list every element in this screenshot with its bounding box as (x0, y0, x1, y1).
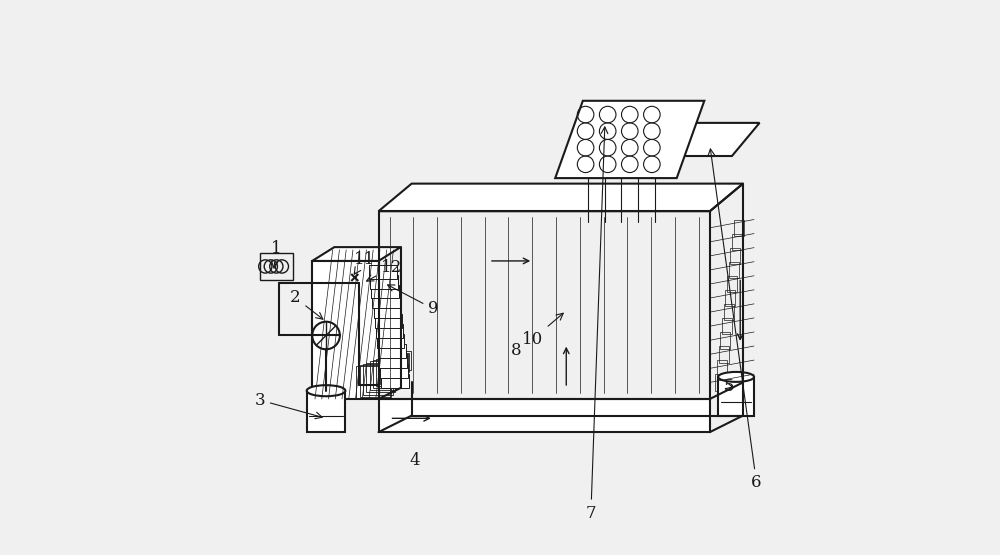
Bar (732, 234, 742, 250)
Bar (374, 305, 401, 319)
Bar (369, 265, 397, 279)
Bar (396, 352, 409, 372)
Text: 3: 3 (254, 391, 322, 418)
Bar (383, 357, 403, 381)
Bar (729, 262, 739, 278)
Bar (718, 377, 754, 416)
Polygon shape (379, 184, 743, 211)
Bar (370, 275, 398, 289)
Bar (377, 334, 404, 348)
Bar (370, 361, 396, 390)
Polygon shape (577, 123, 760, 156)
Bar (363, 364, 393, 395)
Bar (378, 344, 406, 358)
Bar (380, 364, 408, 378)
Bar (371, 285, 399, 299)
Bar (390, 355, 406, 377)
Bar (719, 346, 729, 362)
Bar (727, 276, 737, 292)
Text: 12: 12 (367, 259, 403, 281)
Bar (360, 365, 391, 397)
Bar (366, 362, 395, 392)
Bar (380, 358, 401, 384)
Text: 7: 7 (586, 127, 608, 522)
Ellipse shape (307, 385, 345, 396)
Bar (379, 354, 407, 368)
Bar (375, 315, 402, 329)
Ellipse shape (718, 372, 754, 382)
Bar (356, 366, 390, 399)
Bar (734, 220, 744, 236)
Bar (386, 356, 404, 379)
Text: 6: 6 (708, 149, 762, 491)
Bar (372, 295, 400, 309)
Bar (312, 261, 379, 399)
Text: 9: 9 (388, 285, 439, 317)
Bar (373, 360, 398, 388)
Polygon shape (312, 247, 401, 261)
Bar (720, 332, 730, 349)
Polygon shape (555, 101, 704, 178)
Text: 11: 11 (354, 251, 375, 274)
Text: 4: 4 (409, 452, 420, 470)
Bar (307, 391, 345, 432)
Bar (725, 290, 735, 306)
Bar (393, 354, 408, 375)
Bar (381, 374, 409, 388)
Bar (724, 304, 734, 320)
Text: 10: 10 (522, 313, 563, 348)
Bar (399, 351, 411, 370)
Bar (715, 374, 725, 391)
Bar (717, 360, 727, 377)
Text: 1: 1 (271, 240, 281, 268)
Text: 2: 2 (290, 289, 323, 319)
Text: 5: 5 (724, 378, 734, 395)
Polygon shape (379, 399, 710, 432)
Text: 8: 8 (511, 342, 522, 359)
Bar (260, 253, 293, 280)
Bar (376, 325, 403, 338)
Bar (376, 359, 399, 386)
Bar (722, 318, 732, 335)
Bar (730, 248, 740, 264)
